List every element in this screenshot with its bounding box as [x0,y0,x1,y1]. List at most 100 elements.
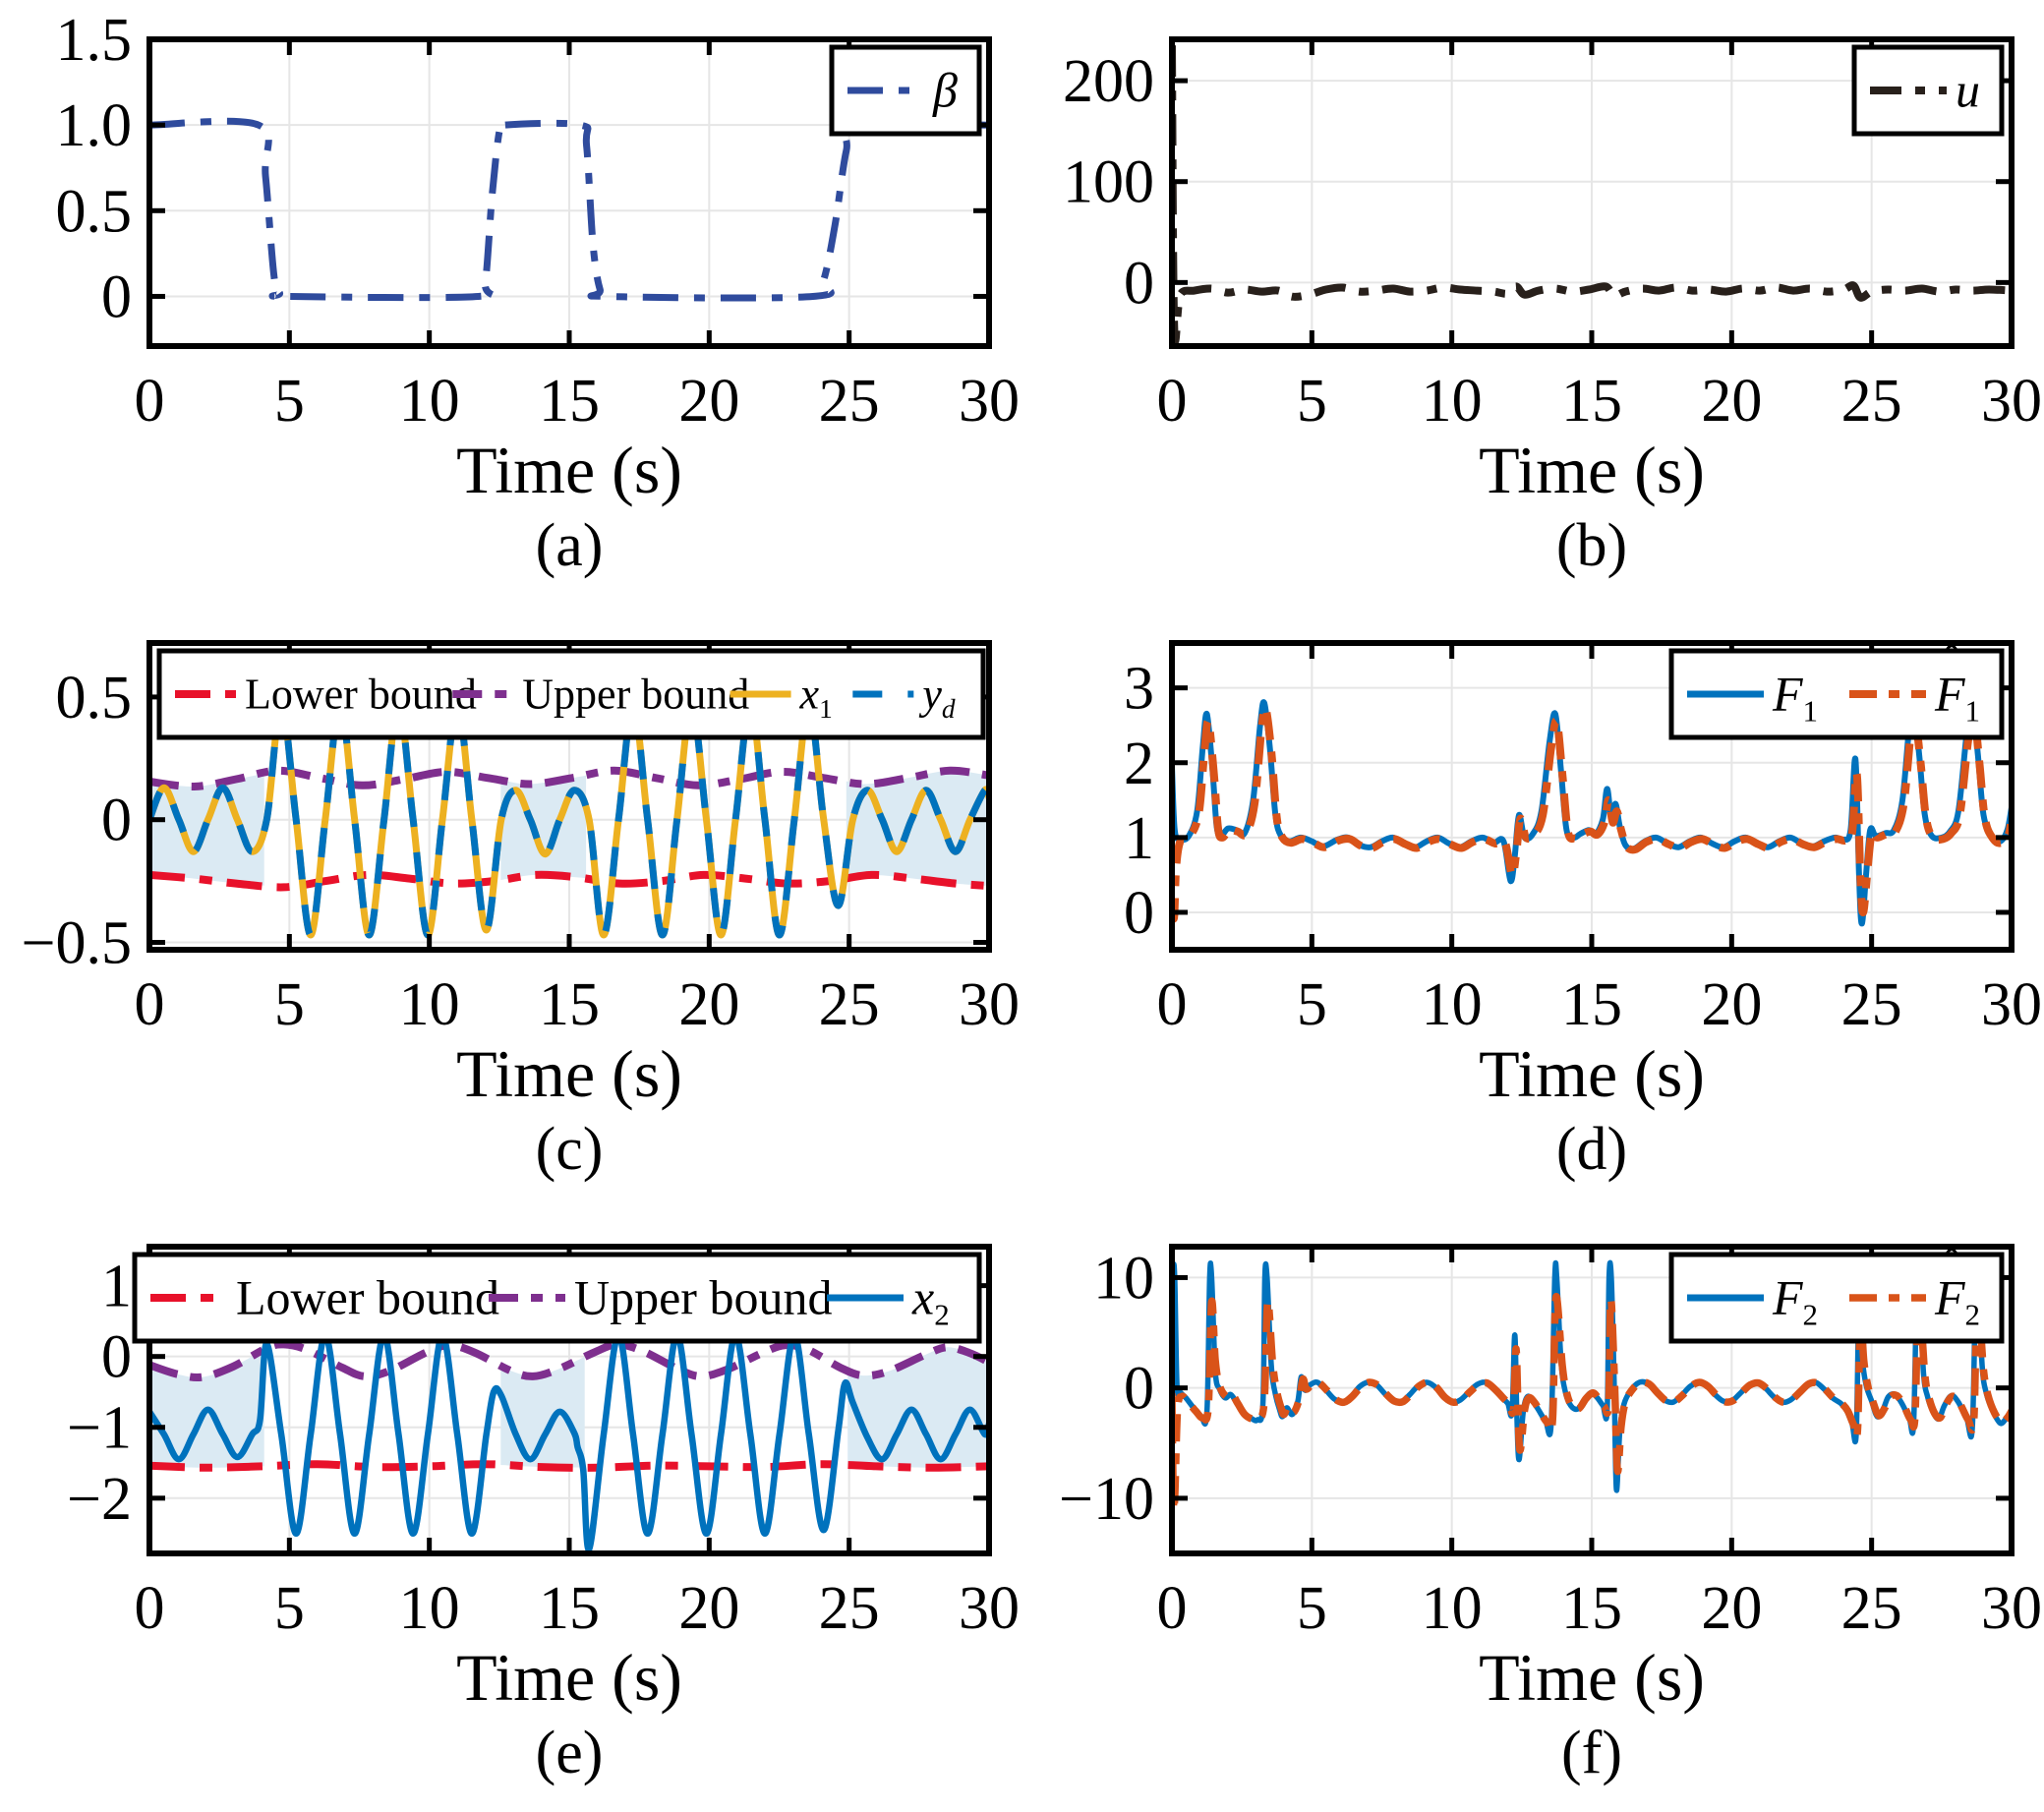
hat-accent: ˆ [1945,1240,1959,1289]
x-tick-label: 25 [819,368,880,435]
y-tick-label: 1.5 [56,7,133,74]
chart-e-canvas: 0 5 10 15 20 25 30−2−101 Lower bound Upper bound… [67,1244,1020,1642]
x-tick-label: 15 [539,1575,600,1642]
x-tick-label: 25 [1841,971,1902,1038]
x-tick-label: 0 [1157,971,1188,1038]
x-tick-label: 20 [678,1575,739,1642]
x-axis-label: Time (s) [1479,433,1705,507]
panel-letter: (e) [535,1720,604,1786]
legend: Lower bound Upper bound x2 [132,1252,982,1344]
legend-label: Lower bound [245,671,477,719]
series-group [1172,699,2012,927]
x-axis-label: Time (s) [1479,1036,1705,1111]
x-tick-label: 20 [678,368,739,435]
legend-label: F2 [1934,1270,1980,1332]
panel-letter: (f) [1561,1720,1622,1786]
x-tick-label: 25 [1841,368,1902,435]
grid [1172,643,2012,950]
x-tick-label: 10 [1422,1575,1483,1642]
chart-c-canvas: 0 5 10 15 20 25 30−0.500.5 Lower bound Upper bou… [22,640,1020,1038]
x-tick-label: 10 [1422,971,1483,1038]
legend: F1 F1ˆ [1668,636,2005,740]
x-tick-label: 10 [399,1575,460,1642]
x-tick-label: 30 [959,971,1020,1038]
legend: β [829,44,982,137]
x-tick-label: 5 [1297,1575,1327,1642]
x-tick-label: 5 [274,1575,305,1642]
shade-region [500,1357,585,1468]
x-tick-label: 10 [399,971,460,1038]
x-tick-label: 20 [1701,971,1762,1038]
x-tick-label: 5 [1297,368,1327,435]
x-tick-label: 10 [1422,368,1483,435]
x-tick-label: 0 [135,1575,165,1642]
x-tick-label: 5 [274,971,305,1038]
y-tick-label: 2 [1124,731,1154,797]
y-tick-label: −10 [1059,1466,1154,1533]
series-upper_bound [149,1340,989,1381]
series-group [1172,45,2012,345]
x-tick-label: 0 [1157,368,1188,435]
legend-label: x2 [911,1270,950,1332]
y-tick-label: 0.5 [56,178,133,245]
y-tick-label: 1 [1124,805,1154,872]
y-tick-label: 0 [1124,880,1154,947]
y-tick-label: −0.5 [22,910,132,977]
legend-label: Upper bound [574,1270,832,1325]
x-tick-label: 15 [1561,1575,1622,1642]
y-tick-label: 0 [1124,1356,1154,1423]
y-tick-label: 0 [1124,250,1154,317]
x-tick-label: 0 [135,368,165,435]
x-tick-label: 15 [1561,971,1622,1038]
x-tick-label: 25 [819,971,880,1038]
tick-labels: 0 5 10 15 20 25 30−2−101 [67,1254,1020,1642]
panel-a: 0 5 10 15 20 25 30 0 0.5 1.0 1.5 β Time (s) (a) [0,0,1022,604]
series-group [149,700,989,939]
panel-d: 0 5 10 15 20 25 30 0 1 2 3 F1 F1 ˆ Time (s) (d) [1022,604,2044,1207]
x-tick-label: 10 [399,368,460,435]
y-tick-label: 1 [101,1254,132,1320]
y-tick-label: 0.5 [56,665,133,731]
x-tick-label: 5 [1297,971,1327,1038]
series-F2 [1172,1259,2012,1493]
shade-regions [149,770,989,887]
tick-labels: 0 5 10 15 20 25 30 0 0.5 1.0 1.5 [56,7,1021,435]
y-tick-label: 1.0 [56,92,133,159]
x-axis-label: Time (s) [1479,1640,1705,1715]
legend-label: F1 [1772,667,1818,729]
y-tick-label: 0 [101,1324,132,1391]
hat-accent: ˆ [1945,636,1959,685]
legend-box [156,648,986,740]
legend: Lower bound Upper bound x1 yd [156,648,986,740]
series-F1hat [1172,704,2012,923]
y-tick-label: 0 [101,263,132,330]
y-tick-label: 3 [1124,656,1154,723]
x-tick-label: 15 [539,971,600,1038]
x-tick-label: 0 [135,971,165,1038]
x-tick-label: 30 [1981,368,2042,435]
legend-label: F1 [1934,667,1980,729]
y-tick-label: 0 [101,788,132,854]
legend-label: x1 [799,671,833,725]
series-x2 [149,1331,989,1552]
x-tick-label: 20 [678,971,739,1038]
legend-label: β [932,63,958,118]
panel-letter: (d) [1555,1116,1628,1183]
x-tick-label: 30 [959,1575,1020,1642]
x-axis-label: Time (s) [456,1036,682,1111]
series-yd [149,700,989,939]
x-tick-label: 20 [1701,368,1762,435]
panel-letter: (c) [535,1116,604,1183]
series-u [1172,45,2012,345]
x-axis-label: Time (s) [456,1640,682,1715]
legend-label: F2 [1772,1270,1818,1332]
y-tick-label: 200 [1063,48,1154,115]
legend-label: Upper bound [522,671,749,719]
legend-label: Lower bound [236,1270,499,1325]
panel-letter: (a) [535,512,604,579]
panel-e: 0 5 10 15 20 25 30 −2 −1 0 1 Lower bound Upper bound… [0,1207,1022,1812]
